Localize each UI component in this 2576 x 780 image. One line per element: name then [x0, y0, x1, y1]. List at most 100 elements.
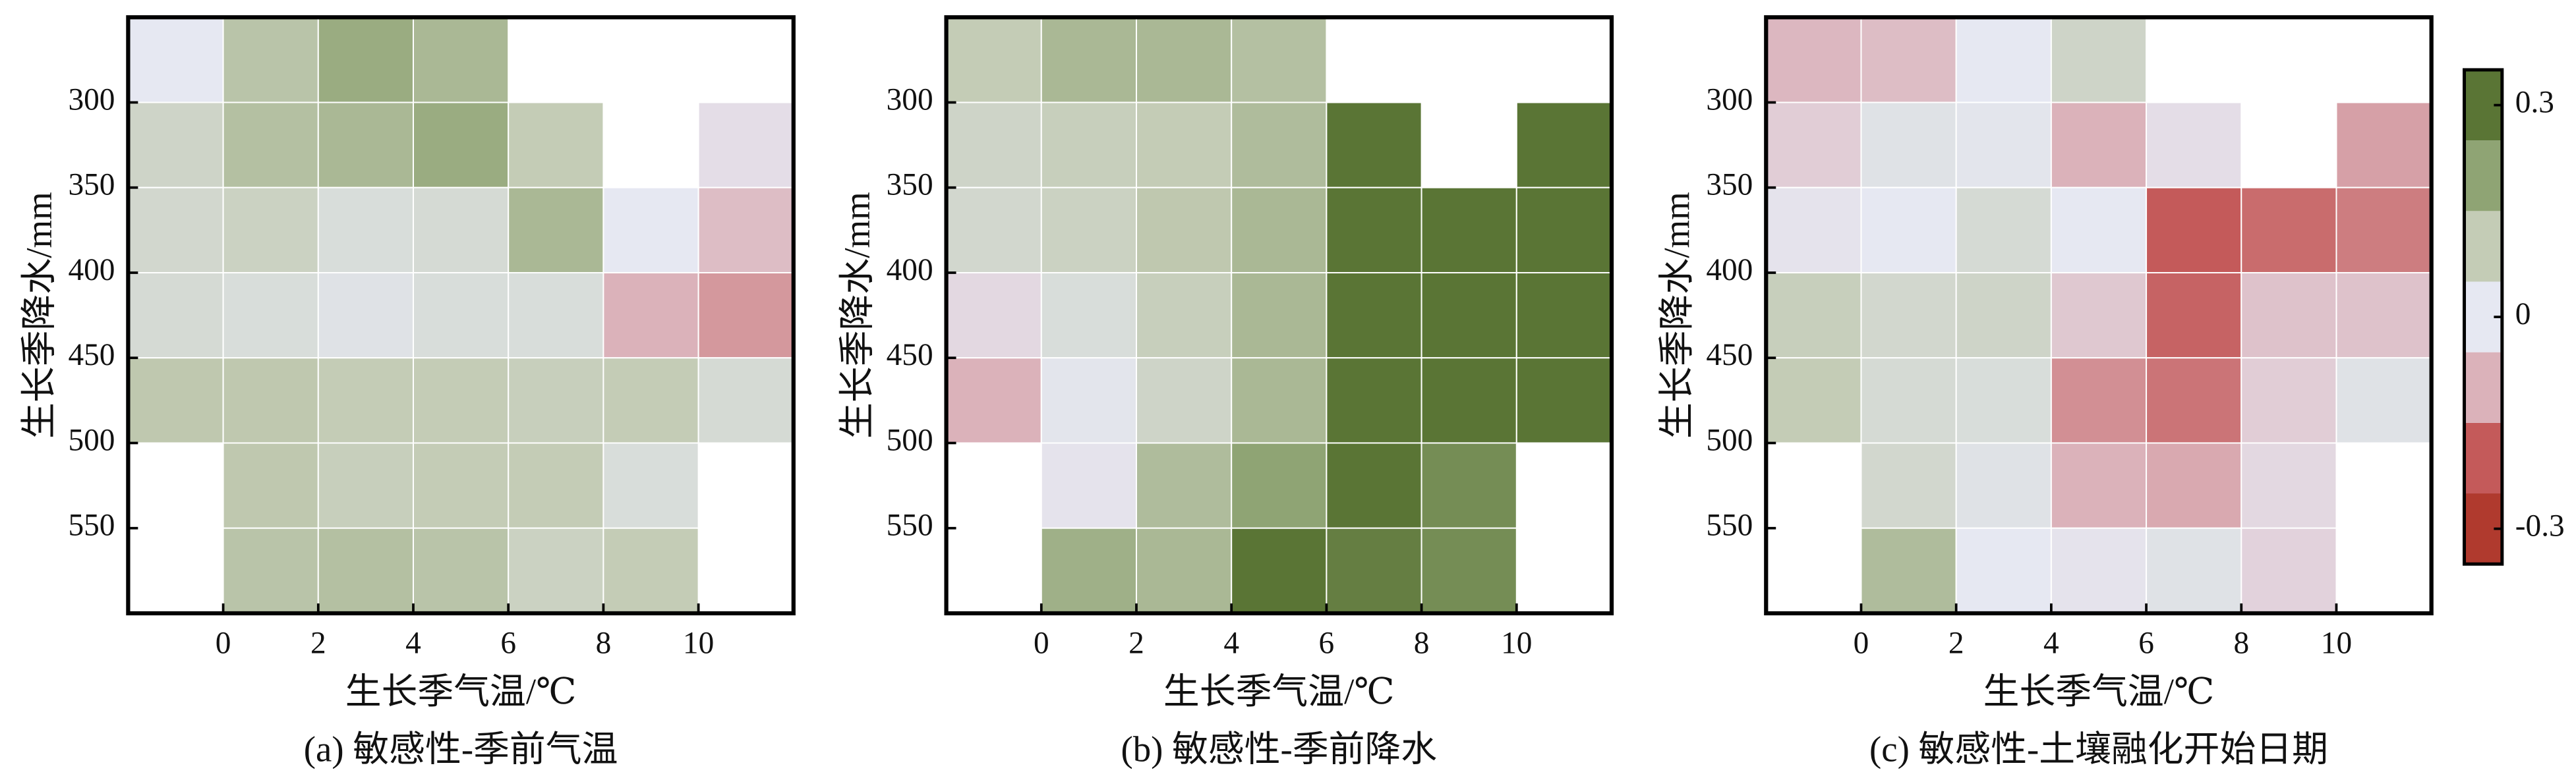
heat-cell — [1515, 357, 1612, 444]
x-tick-label: 2 — [1128, 627, 1144, 661]
heat-cell — [1231, 16, 1328, 103]
heat-cell — [945, 16, 1042, 103]
heat-cell — [1955, 101, 2052, 188]
y-axis-label: 生长季降水/mm — [18, 192, 59, 439]
y-axis-label: 生长季降水/mm — [837, 192, 877, 439]
heat-cell — [1515, 271, 1612, 359]
y-tick-label: 300 — [68, 82, 115, 117]
heat-cell — [508, 357, 604, 444]
heat-cell — [222, 442, 319, 529]
x-tick-label: 0 — [216, 627, 231, 661]
heat-cell — [602, 186, 699, 273]
y-tick-label: 350 — [68, 168, 115, 202]
heat-cell — [413, 271, 510, 359]
heat-cell — [127, 271, 224, 359]
heat-cell — [1860, 442, 1957, 529]
heat-cell — [1955, 527, 2052, 614]
y-tick-label: 350 — [1706, 168, 1753, 202]
heat-cell — [317, 527, 415, 614]
heat-cell — [1135, 16, 1233, 103]
heat-cell — [1955, 16, 2052, 103]
heat-cell — [1135, 357, 1233, 444]
x-tick-label: 8 — [596, 627, 612, 661]
heat-cell — [127, 357, 224, 444]
heat-cell — [1860, 101, 1957, 188]
x-tick-label: 0 — [1854, 627, 1869, 661]
y-tick-label: 300 — [1706, 82, 1753, 117]
heat-cell — [1326, 101, 1422, 188]
heat-cell — [1040, 271, 1137, 359]
heat-cell — [945, 186, 1042, 273]
heat-cell — [602, 271, 699, 359]
heat-cell — [2240, 271, 2337, 359]
heat-cell — [1955, 442, 2052, 529]
heat-cell — [2240, 357, 2337, 444]
heat-cell — [2146, 186, 2242, 273]
x-axis-label: 生长季气温/℃ — [1983, 671, 2215, 711]
colorbar-segment — [2464, 140, 2502, 211]
y-axis-label: 生长季降水/mm — [1656, 192, 1697, 439]
heat-cell — [602, 357, 699, 444]
x-axis-label: 生长季气温/℃ — [1163, 671, 1395, 711]
y-tick-label: 550 — [887, 509, 933, 543]
heat-cell — [2240, 186, 2337, 273]
colorbar-tick-label: -0.3 — [2515, 509, 2565, 543]
heat-cell — [413, 357, 510, 444]
colorbar-tick-label: 0 — [2515, 297, 2531, 331]
x-tick-label: 2 — [1948, 627, 1964, 661]
heat-cell — [2240, 527, 2337, 614]
heat-cell — [1420, 271, 1517, 359]
heat-cell — [413, 16, 510, 103]
heat-cell — [2050, 16, 2148, 103]
x-tick-label: 6 — [500, 627, 516, 661]
heat-cell — [508, 442, 604, 529]
heat-cell — [2146, 271, 2242, 359]
x-tick-label: 8 — [2233, 627, 2249, 661]
heat-cell — [222, 271, 319, 359]
heat-cell — [697, 186, 794, 273]
heat-cell — [2050, 186, 2148, 273]
heat-cell — [317, 101, 415, 188]
heat-cell — [1765, 186, 1862, 273]
y-tick-label: 400 — [1706, 253, 1753, 287]
heat-cell — [317, 271, 415, 359]
heat-cell — [2146, 357, 2242, 444]
heat-cell — [127, 186, 224, 273]
heat-cell — [1765, 101, 1862, 188]
heat-cell — [945, 101, 1042, 188]
y-tick-label: 550 — [1706, 509, 1753, 543]
heat-cell — [508, 101, 604, 188]
x-tick-label: 6 — [2138, 627, 2154, 661]
heat-cell — [1420, 357, 1517, 444]
x-tick-label: 10 — [2321, 627, 2352, 661]
y-tick-label: 300 — [887, 82, 933, 117]
heat-cell — [1420, 442, 1517, 529]
heat-cell — [413, 186, 510, 273]
heat-cell — [1040, 357, 1137, 444]
x-tick-label: 2 — [310, 627, 326, 661]
y-tick-label: 400 — [887, 253, 933, 287]
heat-cell — [1420, 527, 1517, 614]
heat-cell — [2335, 357, 2432, 444]
heat-cell — [1040, 16, 1137, 103]
heat-cell — [697, 357, 794, 444]
heat-cell — [1765, 271, 1862, 359]
heat-cell — [222, 101, 319, 188]
heat-cell — [1326, 527, 1422, 614]
heat-cell — [1135, 527, 1233, 614]
heat-cell — [1326, 357, 1422, 444]
heat-cell — [1326, 271, 1422, 359]
heat-cell — [2050, 271, 2148, 359]
x-tick-label: 10 — [683, 627, 714, 661]
x-tick-label: 10 — [1501, 627, 1532, 661]
heat-cell — [697, 101, 794, 188]
heat-cell — [1231, 186, 1328, 273]
heat-cell — [2335, 101, 2432, 188]
plot-frame — [126, 15, 796, 616]
heat-cell — [1860, 271, 1957, 359]
heat-cell — [1955, 186, 2052, 273]
heat-cell — [1765, 357, 1862, 444]
y-tick-label: 450 — [68, 338, 115, 372]
heat-cell — [317, 16, 415, 103]
